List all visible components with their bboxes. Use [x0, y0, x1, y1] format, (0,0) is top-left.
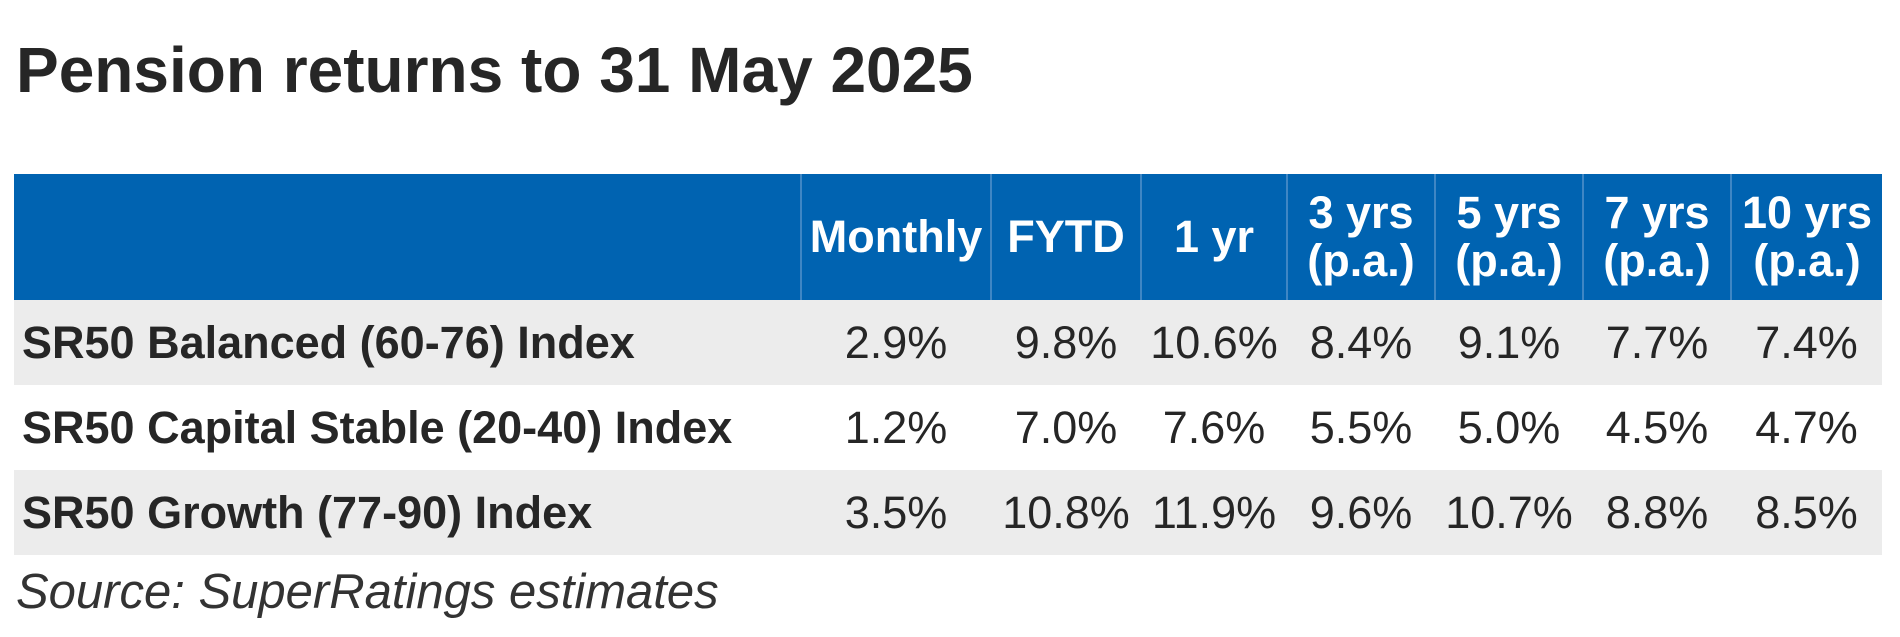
row-label: SR50 Growth (77-90) Index	[14, 470, 801, 555]
header-cell-10yrs: 10 yrs (p.a.)	[1730, 174, 1882, 300]
cell-5yrs: 9.1%	[1435, 300, 1583, 385]
cell-7yrs: 7.7%	[1583, 300, 1731, 385]
table-row-growth: SR50 Growth (77-90) Index 3.5% 10.8% 11.…	[14, 470, 1882, 555]
cell-fytd: 10.8%	[991, 470, 1141, 555]
table-row-balanced: SR50 Balanced (60-76) Index 2.9% 9.8% 10…	[14, 300, 1882, 385]
table-header-row: Monthly FYTD 1 yr 3 yrs (p.a.) 5 yrs (p.…	[14, 174, 1882, 300]
cell-fytd: 9.8%	[991, 300, 1141, 385]
cell-10yrs: 8.5%	[1731, 470, 1882, 555]
header-cell-5yrs: 5 yrs (p.a.)	[1434, 174, 1583, 300]
table-row-capital-stable: SR50 Capital Stable (20-40) Index 1.2% 7…	[14, 385, 1882, 470]
cell-3yrs: 5.5%	[1287, 385, 1435, 470]
row-label: SR50 Balanced (60-76) Index	[14, 300, 801, 385]
cell-monthly: 1.2%	[801, 385, 991, 470]
cell-monthly: 3.5%	[801, 470, 991, 555]
cell-1yr: 11.9%	[1141, 470, 1287, 555]
source-note: Source: SuperRatings estimates	[16, 565, 719, 619]
cell-3yrs: 8.4%	[1287, 300, 1435, 385]
header-cell-7yrs: 7 yrs (p.a.)	[1582, 174, 1731, 300]
cell-5yrs: 10.7%	[1435, 470, 1583, 555]
header-cell-3yrs: 3 yrs (p.a.)	[1286, 174, 1435, 300]
cell-5yrs: 5.0%	[1435, 385, 1583, 470]
returns-table: Monthly FYTD 1 yr 3 yrs (p.a.) 5 yrs (p.…	[14, 174, 1882, 555]
header-cell-fytd: FYTD	[990, 174, 1141, 300]
cell-10yrs: 7.4%	[1731, 300, 1882, 385]
header-cell-monthly: Monthly	[800, 174, 991, 300]
row-label: SR50 Capital Stable (20-40) Index	[14, 385, 801, 470]
cell-1yr: 10.6%	[1141, 300, 1287, 385]
cell-1yr: 7.6%	[1141, 385, 1287, 470]
cell-10yrs: 4.7%	[1731, 385, 1882, 470]
cell-fytd: 7.0%	[991, 385, 1141, 470]
cell-7yrs: 4.5%	[1583, 385, 1731, 470]
cell-7yrs: 8.8%	[1583, 470, 1731, 555]
header-cell-1yr: 1 yr	[1140, 174, 1287, 300]
cell-3yrs: 9.6%	[1287, 470, 1435, 555]
page-title: Pension returns to 31 May 2025	[16, 34, 973, 106]
cell-monthly: 2.9%	[801, 300, 991, 385]
header-cell-name	[14, 174, 801, 300]
